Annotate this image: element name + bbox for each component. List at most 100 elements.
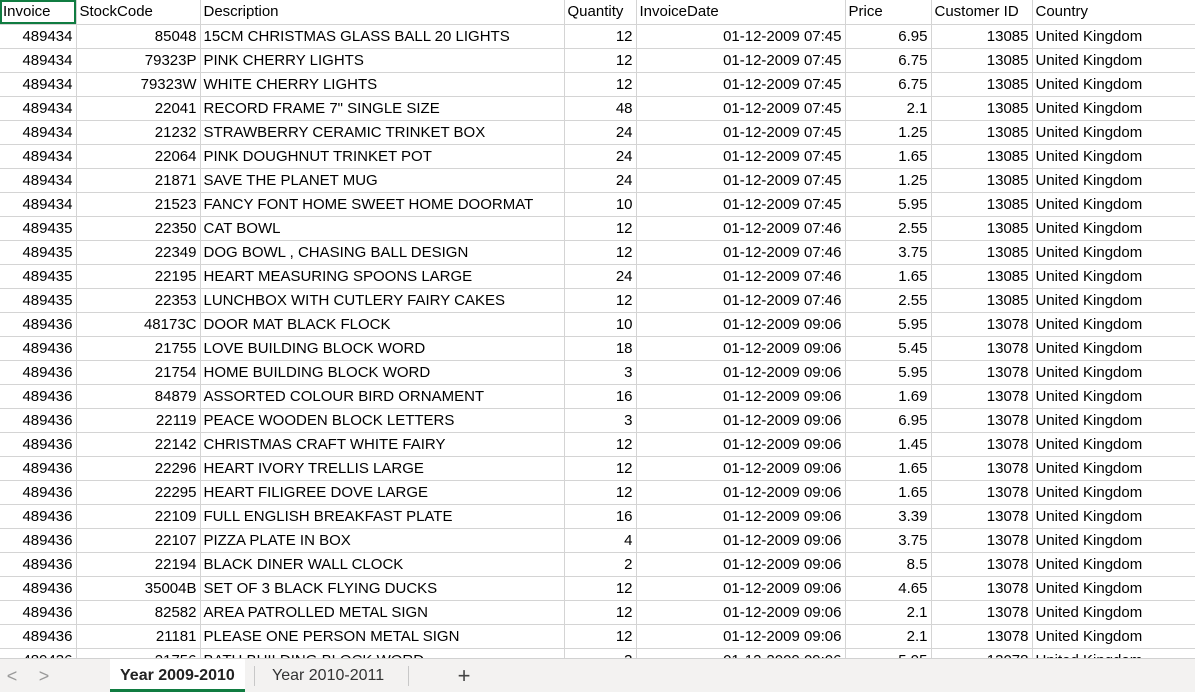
cell-price[interactable]: 8.5 [845, 552, 932, 577]
cell-description[interactable]: FANCY FONT HOME SWEET HOME DOORMAT [200, 192, 565, 217]
cell-description[interactable]: LUNCHBOX WITH CUTLERY FAIRY CAKES [200, 288, 565, 313]
cell-customer-id[interactable]: 13078 [931, 528, 1033, 553]
cell-invoicedate[interactable]: 01-12-2009 09:06 [636, 432, 846, 457]
cell-quantity[interactable]: 3 [564, 360, 637, 385]
cell-quantity[interactable]: 12 [564, 216, 637, 241]
cell-stockcode[interactable]: 22350 [76, 216, 201, 241]
cell-price[interactable]: 5.45 [845, 336, 932, 361]
cell-price[interactable]: 5.95 [845, 648, 932, 658]
cell-quantity[interactable]: 18 [564, 336, 637, 361]
cell-description[interactable]: BLACK DINER WALL CLOCK [200, 552, 565, 577]
cell-invoicedate[interactable]: 01-12-2009 09:06 [636, 384, 846, 409]
cell-customer-id[interactable]: 13078 [931, 312, 1033, 337]
cell-stockcode[interactable]: 22041 [76, 96, 201, 121]
cell-stockcode[interactable]: 21232 [76, 120, 201, 145]
cell-invoicedate[interactable]: 01-12-2009 09:06 [636, 528, 846, 553]
cell-customer-id[interactable]: 13078 [931, 600, 1033, 625]
cell-invoicedate[interactable]: 01-12-2009 09:06 [636, 576, 846, 601]
cell-quantity[interactable]: 24 [564, 168, 637, 193]
cell-quantity[interactable]: 16 [564, 504, 637, 529]
cell-invoicedate[interactable]: 01-12-2009 09:06 [636, 408, 846, 433]
cell-customer-id[interactable]: 13078 [931, 648, 1033, 658]
cell-quantity[interactable]: 16 [564, 384, 637, 409]
cell-stockcode[interactable]: 21754 [76, 360, 201, 385]
cell-quantity[interactable]: 12 [564, 576, 637, 601]
cell-price[interactable]: 6.75 [845, 72, 932, 97]
cell-price[interactable]: 1.65 [845, 480, 932, 505]
cell-description[interactable]: FULL ENGLISH BREAKFAST PLATE [200, 504, 565, 529]
cell-invoicedate[interactable]: 01-12-2009 09:06 [636, 336, 846, 361]
cell-stockcode[interactable]: 21871 [76, 168, 201, 193]
cell-quantity[interactable]: 24 [564, 264, 637, 289]
cell-customer-id[interactable]: 13085 [931, 168, 1033, 193]
cell-invoicedate[interactable]: 01-12-2009 07:45 [636, 48, 846, 73]
cell-stockcode[interactable]: 22349 [76, 240, 201, 265]
cell-quantity[interactable]: 4 [564, 528, 637, 553]
cell-price[interactable]: 1.65 [845, 456, 932, 481]
cell-invoicedate[interactable]: 01-12-2009 09:06 [636, 648, 846, 658]
cell-country[interactable]: United Kingdom [1032, 48, 1195, 73]
tab-year-2010-2011[interactable]: Year 2010-2011 [272, 667, 385, 684]
cell-description[interactable]: LOVE BUILDING BLOCK WORD [200, 336, 565, 361]
cell-quantity[interactable]: 12 [564, 456, 637, 481]
cell-country[interactable]: United Kingdom [1032, 408, 1195, 433]
cell-quantity[interactable]: 2 [564, 552, 637, 577]
cell-stockcode[interactable]: 35004B [76, 576, 201, 601]
cell-country[interactable]: United Kingdom [1032, 24, 1195, 49]
cell-quantity[interactable]: 12 [564, 72, 637, 97]
cell-price[interactable]: 6.95 [845, 408, 932, 433]
cell-description[interactable]: HEART MEASURING SPOONS LARGE [200, 264, 565, 289]
cell-customer-id[interactable]: 13085 [931, 288, 1033, 313]
cell-invoice[interactable]: 489434 [0, 72, 77, 97]
cell-quantity[interactable]: 10 [564, 312, 637, 337]
cell-country[interactable]: United Kingdom [1032, 264, 1195, 289]
cell-description[interactable]: AREA PATROLLED METAL SIGN [200, 600, 565, 625]
cell-price[interactable]: 3.75 [845, 240, 932, 265]
header-cell-invoice[interactable]: Invoice [0, 0, 77, 25]
cell-description[interactable]: BATH BUILDING BLOCK WORD [200, 648, 565, 658]
cell-stockcode[interactable]: 48173C [76, 312, 201, 337]
header-cell-customer-id[interactable]: Customer ID [931, 0, 1033, 25]
cell-invoice[interactable]: 489436 [0, 504, 77, 529]
cell-customer-id[interactable]: 13078 [931, 336, 1033, 361]
header-cell-stockcode[interactable]: StockCode [76, 0, 201, 25]
cell-customer-id[interactable]: 13085 [931, 72, 1033, 97]
cell-stockcode[interactable]: 22109 [76, 504, 201, 529]
cell-invoicedate[interactable]: 01-12-2009 07:45 [636, 24, 846, 49]
cell-quantity[interactable]: 12 [564, 240, 637, 265]
worksheet-grid[interactable]: Invoice StockCode Description Quantity Invoi… [0, 0, 1195, 658]
cell-country[interactable]: United Kingdom [1032, 504, 1195, 529]
cell-price[interactable]: 4.65 [845, 576, 932, 601]
cell-invoicedate[interactable]: 01-12-2009 09:06 [636, 504, 846, 529]
cell-price[interactable]: 5.95 [845, 192, 932, 217]
cell-price[interactable]: 3.75 [845, 528, 932, 553]
header-cell-country[interactable]: Country [1032, 0, 1195, 25]
cell-country[interactable]: United Kingdom [1032, 120, 1195, 145]
cell-invoice[interactable]: 489436 [0, 312, 77, 337]
cell-invoicedate[interactable]: 01-12-2009 07:45 [636, 144, 846, 169]
cell-description[interactable]: CAT BOWL [200, 216, 565, 241]
cell-invoicedate[interactable]: 01-12-2009 09:06 [636, 360, 846, 385]
cell-country[interactable]: United Kingdom [1032, 96, 1195, 121]
cell-invoice[interactable]: 489436 [0, 600, 77, 625]
cell-invoicedate[interactable]: 01-12-2009 07:46 [636, 240, 846, 265]
cell-stockcode[interactable]: 22353 [76, 288, 201, 313]
cell-invoice[interactable]: 489436 [0, 408, 77, 433]
cell-invoice[interactable]: 489435 [0, 288, 77, 313]
cell-country[interactable]: United Kingdom [1032, 192, 1195, 217]
cell-invoicedate[interactable]: 01-12-2009 09:06 [636, 552, 846, 577]
cell-customer-id[interactable]: 13085 [931, 240, 1033, 265]
cell-customer-id[interactable]: 13085 [931, 24, 1033, 49]
cell-invoice[interactable]: 489436 [0, 552, 77, 577]
cell-description[interactable]: PEACE WOODEN BLOCK LETTERS [200, 408, 565, 433]
cell-description[interactable]: STRAWBERRY CERAMIC TRINKET BOX [200, 120, 565, 145]
cell-invoice[interactable]: 489436 [0, 528, 77, 553]
cell-quantity[interactable]: 12 [564, 288, 637, 313]
cell-description[interactable]: HEART IVORY TRELLIS LARGE [200, 456, 565, 481]
cell-quantity[interactable]: 12 [564, 432, 637, 457]
cell-country[interactable]: United Kingdom [1032, 456, 1195, 481]
header-cell-quantity[interactable]: Quantity [564, 0, 637, 25]
cell-stockcode[interactable]: 82582 [76, 600, 201, 625]
cell-price[interactable]: 2.1 [845, 624, 932, 649]
cell-invoice[interactable]: 489436 [0, 360, 77, 385]
